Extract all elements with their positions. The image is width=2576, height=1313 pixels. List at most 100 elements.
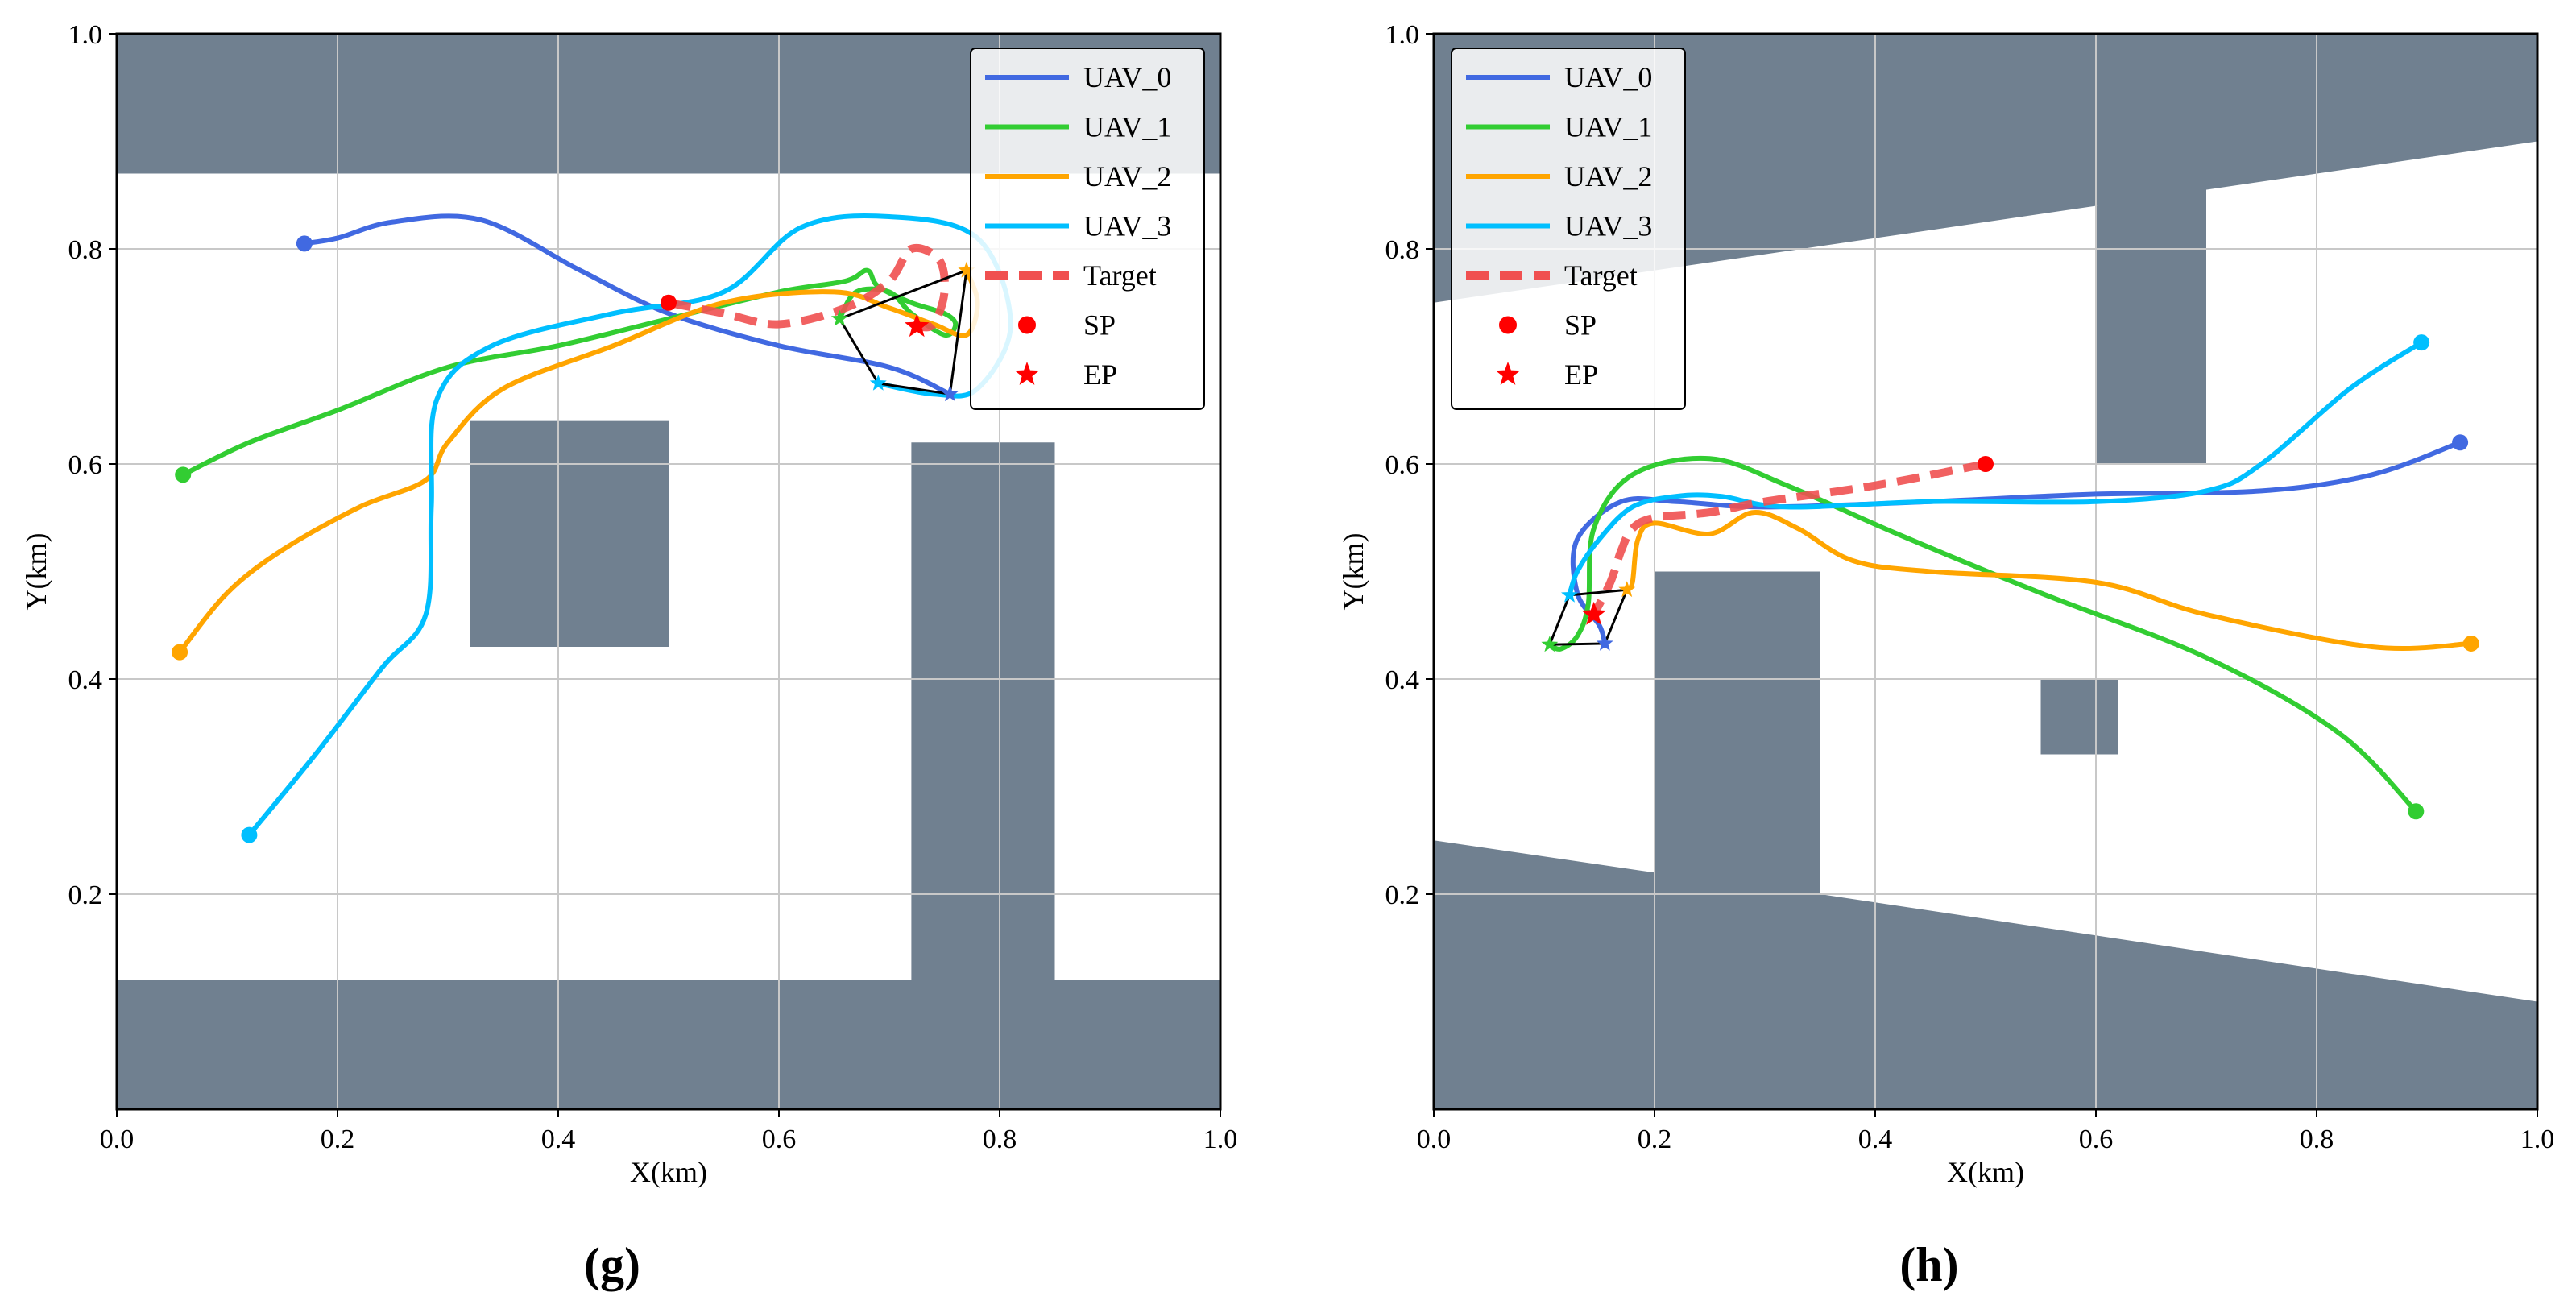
legend-item-uav_1: UAV_1 bbox=[1466, 111, 1652, 143]
x-tick-label: 0.6 bbox=[762, 1125, 797, 1154]
y-tick-label: 0.2 bbox=[1385, 880, 1420, 910]
y-tick-label: 0.2 bbox=[68, 880, 103, 910]
chart-panel-0: 0.0 0.2 0.4 0.6 0.8 1.0 0.2 0.4 0.6 0.8 1.0 X(km) Y(… bbox=[20, 20, 1237, 1291]
obstacles bbox=[1434, 34, 2537, 1109]
obstacle-1 bbox=[1434, 571, 2537, 1109]
obstacles bbox=[117, 34, 1220, 1109]
end-star-uav_1 bbox=[1541, 636, 1559, 652]
legend-label: UAV_3 bbox=[1564, 210, 1652, 242]
legend-item-uav_3: UAV_3 bbox=[1466, 210, 1652, 242]
x-tick-label: 0.4 bbox=[1858, 1125, 1893, 1154]
end-point-target bbox=[905, 313, 930, 338]
start-point-uav_3 bbox=[241, 826, 258, 843]
legend-item-ep: EP bbox=[1495, 358, 1598, 391]
start-point-uav_1 bbox=[2408, 803, 2425, 820]
panel-label: (g) bbox=[584, 1238, 640, 1291]
end-star-uav_0 bbox=[1596, 634, 1613, 651]
y-tick-label: 0.6 bbox=[68, 450, 103, 480]
legend-label: SP bbox=[1564, 309, 1597, 342]
legend-label: UAV_3 bbox=[1083, 210, 1171, 242]
obstacle-0 bbox=[1434, 34, 2537, 303]
legend-label: EP bbox=[1564, 358, 1598, 391]
series bbox=[1547, 340, 2474, 814]
end-star-uav_3 bbox=[869, 374, 887, 391]
legend-label: UAV_0 bbox=[1564, 61, 1652, 93]
y-tick-label: 1.0 bbox=[1385, 20, 1420, 50]
legend-item-sp: SP bbox=[1018, 309, 1116, 342]
end-star-uav_0 bbox=[941, 385, 959, 402]
x-axis-label: X(km) bbox=[630, 1156, 707, 1188]
obstacle-2 bbox=[2096, 184, 2206, 464]
series-line-uav_2 bbox=[1624, 510, 2474, 651]
start-point-uav_3 bbox=[2413, 334, 2430, 351]
y-tick-label: 0.6 bbox=[1385, 450, 1420, 480]
y-tick-label: 0.4 bbox=[1385, 665, 1420, 695]
y-tick-label: 0.8 bbox=[1385, 235, 1420, 265]
x-tick-label: 0.4 bbox=[541, 1125, 576, 1154]
plot-frame bbox=[115, 32, 1222, 1111]
y-tick-label: 0.8 bbox=[68, 235, 103, 265]
x-tick-label: 0.0 bbox=[1417, 1125, 1452, 1154]
plot-frame bbox=[1432, 32, 2539, 1111]
legend: UAV_0 UAV_1 UAV_2 UAV_3 Target SP EP bbox=[1451, 48, 1686, 410]
legend-marker-sp bbox=[1499, 316, 1517, 334]
series-line-target bbox=[1590, 460, 1986, 617]
legend-item-uav_2: UAV_2 bbox=[1466, 160, 1652, 193]
start-point-uav_2 bbox=[2462, 635, 2479, 652]
legend-item-target: Target bbox=[1466, 259, 1638, 292]
legend-marker-ep bbox=[1495, 362, 1521, 385]
start-point-target bbox=[661, 294, 677, 311]
legend-label: EP bbox=[1083, 358, 1117, 391]
series-line-target bbox=[668, 243, 949, 332]
legend-label: UAV_1 bbox=[1564, 111, 1652, 143]
x-tick-label: 1.0 bbox=[2520, 1125, 2555, 1154]
end-star-uav_2 bbox=[1618, 581, 1636, 598]
legend-item-uav_0: UAV_0 bbox=[985, 61, 1171, 93]
start-point-uav_1 bbox=[175, 466, 192, 483]
end-star-uav_2 bbox=[958, 261, 975, 278]
start-point-uav_0 bbox=[2452, 434, 2469, 451]
x-tick-label: 0.2 bbox=[321, 1125, 355, 1154]
legend-marker-ep bbox=[1014, 362, 1040, 385]
obstacle-2 bbox=[911, 442, 1055, 980]
x-tick-label: 0.8 bbox=[2300, 1125, 2334, 1154]
start-point-uav_0 bbox=[296, 235, 313, 252]
x-tick-label: 0.0 bbox=[100, 1125, 135, 1154]
series-line-uav_3 bbox=[1567, 340, 2425, 598]
legend-label: UAV_0 bbox=[1083, 61, 1171, 93]
y-tick-label: 1.0 bbox=[68, 20, 103, 50]
end-star-uav_3 bbox=[1561, 586, 1578, 603]
obstacle-1 bbox=[117, 980, 1220, 1109]
x-tick-label: 0.8 bbox=[983, 1125, 1017, 1154]
legend-item-sp: SP bbox=[1499, 309, 1597, 342]
legend-label: Target bbox=[1083, 259, 1157, 292]
legend-item-uav_0: UAV_0 bbox=[1466, 61, 1652, 93]
start-point-target bbox=[1978, 456, 1994, 472]
chart-panel-1: 0.0 0.2 0.4 0.6 0.8 1.0 0.2 0.4 0.6 0.8 1.0 X(km) Y(… bbox=[1337, 20, 2554, 1291]
series-line-uav_0 bbox=[301, 213, 953, 397]
panel-label: (h) bbox=[1899, 1238, 1958, 1291]
x-tick-label: 0.6 bbox=[2079, 1125, 2114, 1154]
y-axis-label: Y(km) bbox=[20, 533, 52, 611]
end-star-uav_1 bbox=[830, 309, 848, 326]
legend-label: UAV_2 bbox=[1564, 160, 1652, 193]
legend-item-ep: EP bbox=[1014, 358, 1117, 391]
legend: UAV_0 UAV_1 UAV_2 UAV_3 Target SP EP bbox=[970, 48, 1205, 410]
obstacle-3 bbox=[2040, 679, 2118, 755]
legend-item-uav_1: UAV_1 bbox=[985, 111, 1171, 143]
x-axis-label: X(km) bbox=[1947, 1156, 2024, 1188]
y-axis-label: Y(km) bbox=[1337, 533, 1369, 611]
legend-label: Target bbox=[1564, 259, 1638, 292]
end-point-target bbox=[1581, 601, 1606, 625]
legend-label: UAV_1 bbox=[1083, 111, 1171, 143]
legend-item-uav_3: UAV_3 bbox=[985, 210, 1171, 242]
series-line-uav_1 bbox=[1547, 455, 2419, 814]
obstacle-0 bbox=[117, 34, 1220, 174]
legend-label: SP bbox=[1083, 309, 1116, 342]
legend-label: UAV_2 bbox=[1083, 160, 1171, 193]
series-line-uav_2 bbox=[177, 267, 980, 655]
start-point-uav_2 bbox=[172, 644, 188, 661]
obstacle-3 bbox=[470, 420, 669, 647]
legend-item-target: Target bbox=[985, 259, 1157, 292]
